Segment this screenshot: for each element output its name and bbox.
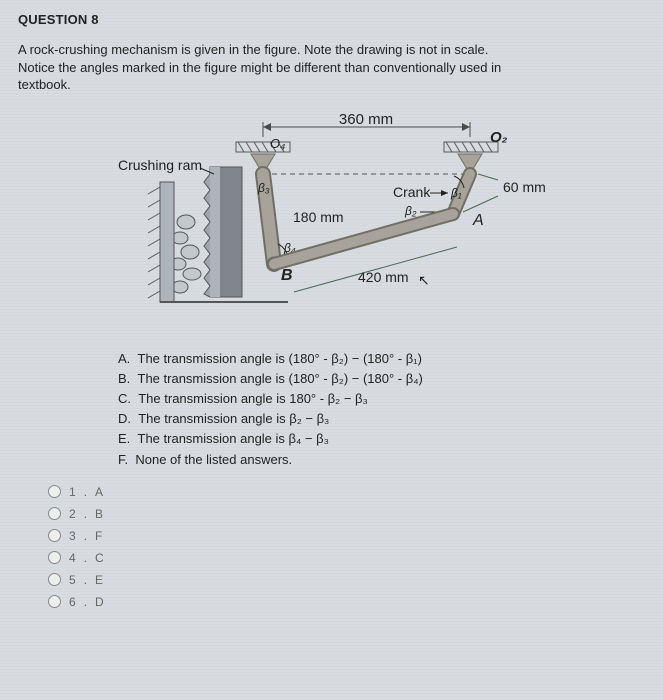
answer-b: B. The transmission angle is (180° - β₂)…	[118, 370, 645, 388]
option-4[interactable]: 4. C	[48, 551, 645, 565]
answer-a: A. The transmission angle is (180° - β₂)…	[118, 350, 645, 368]
radio-icon[interactable]	[48, 507, 61, 520]
option-5[interactable]: 5. E	[48, 573, 645, 587]
answer-c: C. The transmission angle is 180° - β₂ −…	[118, 390, 645, 408]
radio-icon[interactable]	[48, 551, 61, 564]
prompt-line: A rock-crushing mechanism is given in th…	[18, 42, 488, 57]
dim-crank: 60 mm	[503, 179, 546, 195]
label-o4: O₄	[270, 136, 285, 151]
label-b1: β₁	[450, 186, 462, 200]
dim-top: 360 mm	[339, 112, 393, 128]
label-o2: O₂	[490, 129, 508, 146]
option-3[interactable]: 3. F	[48, 529, 645, 543]
option-2[interactable]: 2. B	[48, 507, 645, 521]
prompt-line: textbook.	[18, 77, 71, 92]
dim-left: 180 mm	[293, 209, 344, 225]
radio-icon[interactable]	[48, 485, 61, 498]
answer-e: E. The transmission angle is β₄ − β₃	[118, 430, 645, 448]
label-ram: Crushing ram	[118, 157, 202, 173]
prompt-line: Notice the angles marked in the figure m…	[18, 60, 501, 75]
question-title: QUESTION 8	[18, 12, 645, 27]
label-a: A	[472, 212, 484, 229]
radio-icon[interactable]	[48, 573, 61, 586]
option-1[interactable]: 1. A	[48, 485, 645, 499]
figure: 360 mm O₄ O₂ A	[118, 112, 548, 332]
answer-f: F. None of the listed answers.	[118, 451, 645, 469]
label-b2: β₂	[404, 204, 417, 218]
answer-list: A. The transmission angle is (180° - β₂)…	[118, 350, 645, 469]
radio-icon[interactable]	[48, 595, 61, 608]
label-b3: β₃	[257, 181, 270, 195]
question-prompt: A rock-crushing mechanism is given in th…	[18, 41, 578, 94]
answer-d: D. The transmission angle is β₂ − β₃	[118, 410, 645, 428]
option-6[interactable]: 6. D	[48, 595, 645, 609]
label-crank: Crank	[393, 184, 431, 200]
radio-icon[interactable]	[48, 529, 61, 542]
label-b: B	[281, 267, 293, 284]
options-group: 1. A 2. B 3. F 4. C 5. E 6. D	[48, 485, 645, 609]
dim-coupler: 420 mm	[358, 269, 409, 285]
